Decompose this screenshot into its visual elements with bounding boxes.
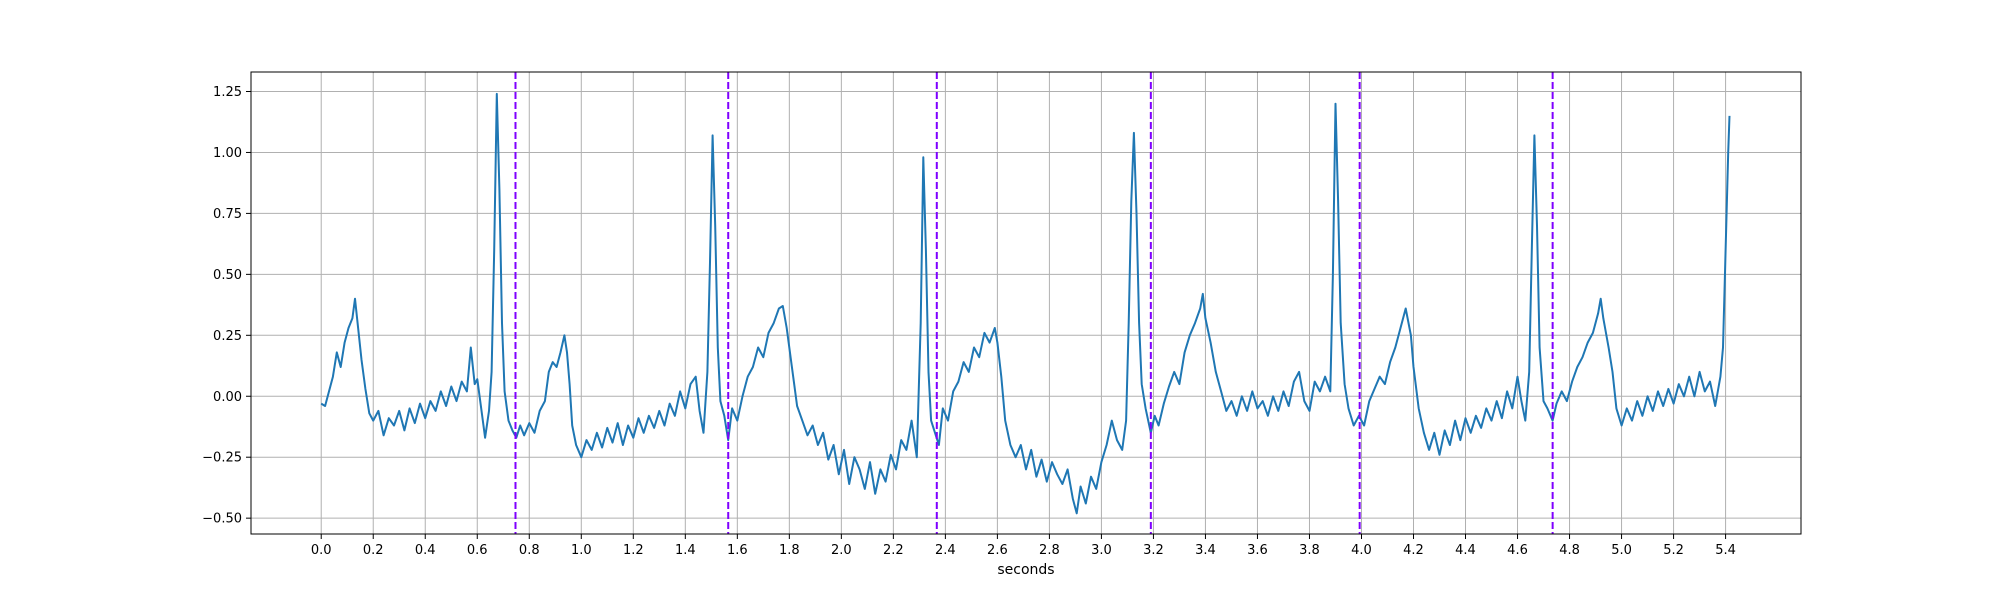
x-tick-label: 2.8 [1039, 543, 1060, 558]
x-tick-label: 0.0 [311, 543, 332, 558]
y-tick-label: 0.00 [213, 390, 242, 405]
x-tick-label: 0.8 [519, 543, 540, 558]
x-tick-label: 1.0 [571, 543, 592, 558]
x-axis-label: seconds [997, 562, 1054, 578]
x-tick-label: 2.6 [987, 543, 1008, 558]
x-tick-label: 1.6 [727, 543, 748, 558]
ecg-signal-line [320, 92, 1731, 515]
x-tick-label: 4.6 [1507, 543, 1528, 558]
x-tick-label: 3.8 [1299, 543, 1320, 558]
y-tick-label: 1.25 [213, 85, 242, 100]
axis-ticks: 0.0 0.2 0.4 0.6 0.8 1.0 1.2 1.4 1.6 1.8 2.0 2.2 2.4 2… [202, 85, 1736, 558]
x-tick-label: 3.6 [1247, 543, 1268, 558]
x-tick-label: 5.0 [1611, 543, 1632, 558]
y-tick-label: 0.25 [213, 329, 242, 344]
plot-frame [250, 71, 1802, 535]
x-tick-label: 0.2 [363, 543, 384, 558]
x-tick-label: 0.4 [415, 543, 436, 558]
grid-lines [251, 72, 1801, 534]
x-tick-label: 4.4 [1455, 543, 1476, 558]
x-tick-label: 5.2 [1663, 543, 1684, 558]
y-tick-label: −0.25 [202, 451, 242, 466]
x-tick-label: 3.0 [1091, 543, 1112, 558]
y-tick-label: 0.75 [213, 207, 242, 222]
x-tick-label: 4.8 [1559, 543, 1580, 558]
series-layer [320, 92, 1731, 515]
x-tick-label: 5.4 [1715, 543, 1736, 558]
x-tick-label: 0.6 [467, 543, 488, 558]
vertical-markers [514, 72, 1554, 534]
x-tick-label: 3.2 [1143, 543, 1164, 558]
y-tick-label: 1.00 [213, 146, 242, 161]
x-tick-label: 3.4 [1195, 543, 1216, 558]
x-tick-label: 1.2 [623, 543, 644, 558]
y-tick-label: 0.50 [213, 268, 242, 283]
x-tick-label: 2.2 [883, 543, 904, 558]
x-tick-label: 4.0 [1351, 543, 1372, 558]
x-tick-label: 1.4 [675, 543, 696, 558]
y-tick-label: −0.50 [202, 512, 242, 527]
x-tick-label: 2.4 [935, 543, 956, 558]
x-tick-label: 2.0 [831, 543, 852, 558]
x-tick-label: 1.8 [779, 543, 800, 558]
x-tick-label: 4.2 [1403, 543, 1424, 558]
